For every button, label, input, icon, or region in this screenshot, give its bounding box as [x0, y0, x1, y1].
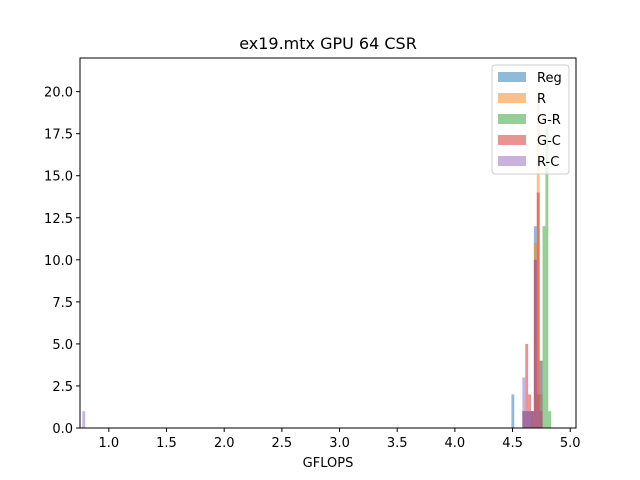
y-tick-label: 0.0	[52, 422, 73, 437]
x-tick-label: 2.0	[214, 436, 235, 451]
y-tick-label: 7.5	[52, 296, 73, 311]
legend-label-g-r: G-R	[537, 113, 561, 128]
legend-swatch-r-c	[498, 156, 526, 166]
legend-swatch-g-r	[498, 114, 526, 124]
legend: Reg R G-R G-C R-C	[491, 64, 570, 175]
bar-r-c-7	[539, 360, 543, 428]
x-axis-ticks: 1.0 1.5 2.0 2.5 3.0 3.5 4.0 4.5 5.0	[98, 428, 581, 451]
x-tick-label: 2.5	[272, 436, 293, 451]
y-tick-label: 17.5	[44, 128, 73, 143]
y-axis-ticks: 0.0 2.5 5.0 7.5 10.0 12.5 15.0 17.5 20.0	[44, 86, 80, 437]
x-axis-label: GFLOPS	[303, 456, 354, 471]
bar-g-r-2	[545, 125, 549, 428]
chart-title: ex19.mtx GPU 64 CSR	[239, 34, 417, 53]
x-tick-label: 1.0	[98, 436, 119, 451]
bar-g-c-1	[525, 343, 529, 428]
bars-layer	[82, 91, 552, 429]
x-tick-label: 5.0	[560, 436, 581, 451]
x-tick-label: 1.5	[156, 436, 177, 451]
y-tick-label: 5.0	[52, 338, 73, 353]
series-r-c	[82, 259, 543, 428]
bar-r-c-2	[525, 411, 529, 428]
bar-r-c-1	[522, 377, 526, 428]
legend-label-r: R	[537, 92, 546, 107]
bar-r-c-3	[528, 411, 532, 428]
x-tick-label: 3.5	[387, 436, 408, 451]
x-tick-label: 3.0	[329, 436, 350, 451]
legend-frame	[491, 64, 570, 175]
bar-r-c-6	[536, 411, 540, 428]
legend-swatch-g-c	[498, 135, 526, 145]
bar-g-r-1	[542, 226, 546, 428]
bar-r-c-4	[531, 411, 534, 428]
x-tick-label: 4.0	[445, 436, 466, 451]
legend-label-r-c: R-C	[537, 155, 559, 170]
y-tick-label: 20.0	[44, 86, 73, 101]
plot-frame	[79, 57, 577, 429]
legend-swatch-reg	[498, 72, 526, 82]
bar-g-r-3	[548, 411, 552, 428]
bar-r-c-5	[533, 259, 537, 428]
legend-label-reg: Reg	[537, 71, 562, 86]
x-tick-label: 4.5	[502, 436, 523, 451]
y-tick-label: 2.5	[52, 380, 73, 395]
y-tick-label: 12.5	[44, 212, 73, 227]
bar-r-c-0	[82, 411, 86, 428]
bar-reg-0	[511, 394, 515, 428]
legend-swatch-r	[498, 93, 526, 103]
y-tick-label: 15.0	[44, 170, 73, 185]
bar-g-c-5	[536, 192, 540, 428]
y-tick-label: 10.0	[44, 254, 73, 269]
legend-label-g-c: G-C	[537, 134, 561, 149]
